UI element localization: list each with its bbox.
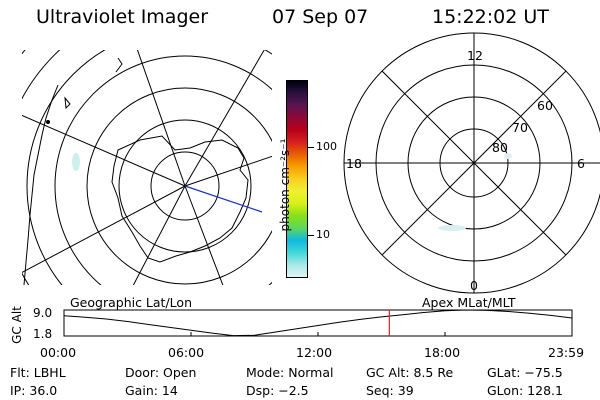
instrument-title: Ultraviolet Imager bbox=[36, 6, 209, 28]
lat-label-70: 70 bbox=[512, 120, 528, 135]
mlt-diagonal bbox=[379, 68, 569, 258]
mlt-label-6: 6 bbox=[577, 156, 585, 171]
xtick-3: 18:00 bbox=[424, 345, 461, 360]
meridian bbox=[184, 50, 265, 187]
xtick-1: 06:00 bbox=[168, 345, 205, 360]
xtick-2: 12:00 bbox=[296, 345, 333, 360]
spacecraft-track-line bbox=[184, 185, 263, 213]
lat-circle bbox=[26, 50, 272, 285]
info-glon: GLon: 128.1 bbox=[487, 383, 563, 398]
coastline bbox=[115, 57, 123, 73]
meridian bbox=[136, 50, 186, 187]
coastline bbox=[64, 96, 71, 110]
colorbar-tick-10: 10 bbox=[316, 228, 330, 241]
meridian bbox=[22, 114, 186, 187]
ytick-top: 9.0 bbox=[33, 306, 53, 320]
lat-circle bbox=[86, 87, 272, 285]
ytick-bottom: 1.8 bbox=[33, 327, 53, 341]
colorbar-tick bbox=[308, 235, 314, 236]
apex-label: Apex MLat/MLT bbox=[422, 295, 516, 310]
xtick-0: 00:00 bbox=[40, 345, 77, 360]
info-mode: Mode: Normal bbox=[246, 365, 334, 380]
info-gc-alt: GC Alt: 8.5 Re bbox=[366, 365, 454, 380]
info-filter: Flt: LBHL bbox=[10, 365, 66, 380]
info-glat: GLat: −75.5 bbox=[487, 365, 563, 380]
info-ip: IP: 36.0 bbox=[10, 383, 58, 398]
xtick-4: 23:59 bbox=[548, 345, 585, 360]
coastline bbox=[111, 135, 249, 263]
aurora-patch bbox=[438, 225, 466, 231]
meridian bbox=[184, 155, 272, 187]
geographic-label: Geographic Lat/Lon bbox=[70, 295, 192, 310]
info-dsp: Dsp: −2.5 bbox=[246, 383, 309, 398]
image-date: 07 Sep 07 bbox=[272, 6, 369, 28]
lat-label-80: 80 bbox=[492, 140, 508, 155]
lat-circle bbox=[118, 119, 252, 253]
colorbar bbox=[286, 80, 308, 278]
aurora-patch bbox=[72, 153, 80, 171]
info-door: Door: Open bbox=[125, 365, 197, 380]
mlt-label-12: 12 bbox=[467, 48, 483, 63]
meridian bbox=[184, 185, 224, 285]
info-gain: Gain: 14 bbox=[125, 383, 178, 398]
image-time: 15:22:02 UT bbox=[432, 6, 549, 28]
gc-alt-series-line bbox=[63, 309, 573, 337]
lat-circle bbox=[150, 151, 220, 221]
meridian bbox=[22, 185, 186, 273]
mlt-label-18: 18 bbox=[346, 156, 362, 171]
colorbar-tick bbox=[308, 147, 314, 148]
map-marker bbox=[46, 120, 50, 124]
colorbar-gradient bbox=[287, 81, 307, 277]
info-seq: Seq: 39 bbox=[366, 383, 414, 398]
colorbar-tick-100: 100 bbox=[316, 140, 337, 153]
aurora-patch bbox=[504, 153, 512, 159]
lat-label-60: 60 bbox=[537, 98, 553, 113]
lat-circle bbox=[54, 55, 272, 285]
mlt-label-0: 0 bbox=[470, 278, 478, 293]
coastline bbox=[23, 84, 59, 285]
